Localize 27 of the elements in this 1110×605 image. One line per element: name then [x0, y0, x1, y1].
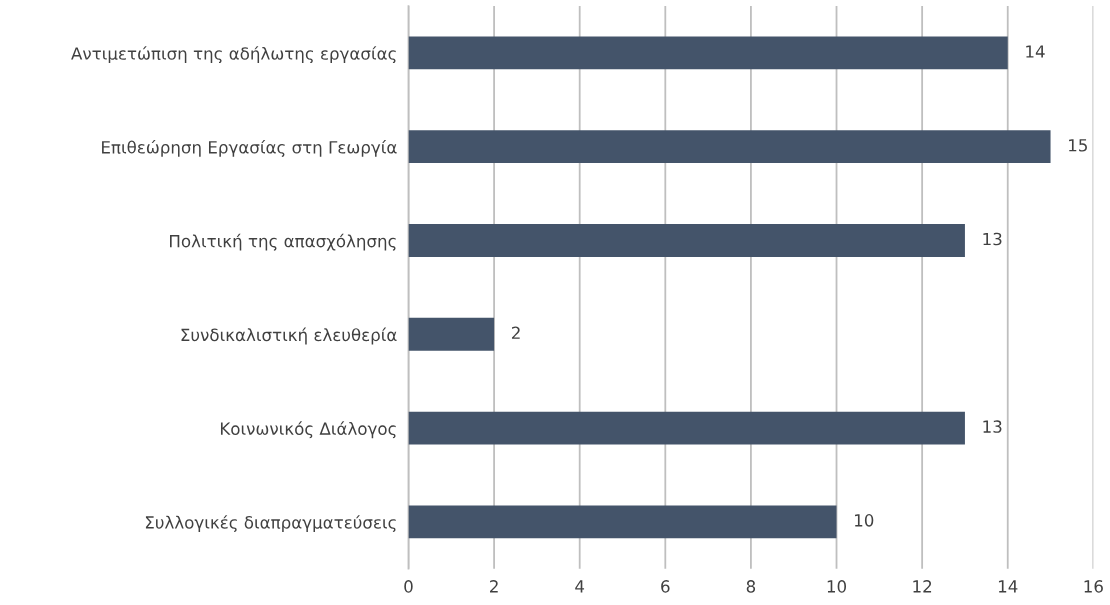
y-tick-label: Συλλογικές διαπραγματεύσεις [145, 515, 396, 532]
x-tick-label: 4 [575, 580, 585, 593]
x-tick-label: 2 [490, 580, 498, 593]
y-tick-label: Κοινωνικός Διάλογος [220, 421, 396, 439]
x-tick-label: 14 [998, 580, 1018, 593]
data-label: 10 [855, 514, 874, 527]
y-tick-label: Επιθεώρηση Εργασίας στη Γεωργία [102, 140, 397, 157]
y-tick-label: Πολιτική της απασχόλησης [170, 233, 396, 251]
data-label: 14 [1026, 45, 1045, 58]
data-label: 13 [983, 232, 1002, 246]
data-label: 13 [983, 420, 1002, 433]
x-tick-label: 6 [661, 580, 670, 593]
x-tick-label: 10 [827, 580, 847, 593]
x-tick-label: 16 [1084, 580, 1103, 593]
bar [408, 317, 495, 351]
y-tick-label: Αντιμετώπιση της αδήλωτης εργασίας [71, 46, 396, 64]
bar [408, 36, 1008, 70]
data-label: 15 [1069, 139, 1087, 152]
y-tick-label: Συνδικαλιστική ελευθερία [181, 327, 397, 345]
data-label: 2 [511, 326, 520, 339]
bar [408, 224, 965, 257]
bar [408, 130, 1051, 164]
x-tick-label: 12 [913, 580, 932, 593]
x-tick-label: 8 [746, 580, 756, 593]
bar [408, 505, 837, 539]
x-tick-label: 0 [404, 580, 413, 593]
bar [408, 411, 965, 445]
